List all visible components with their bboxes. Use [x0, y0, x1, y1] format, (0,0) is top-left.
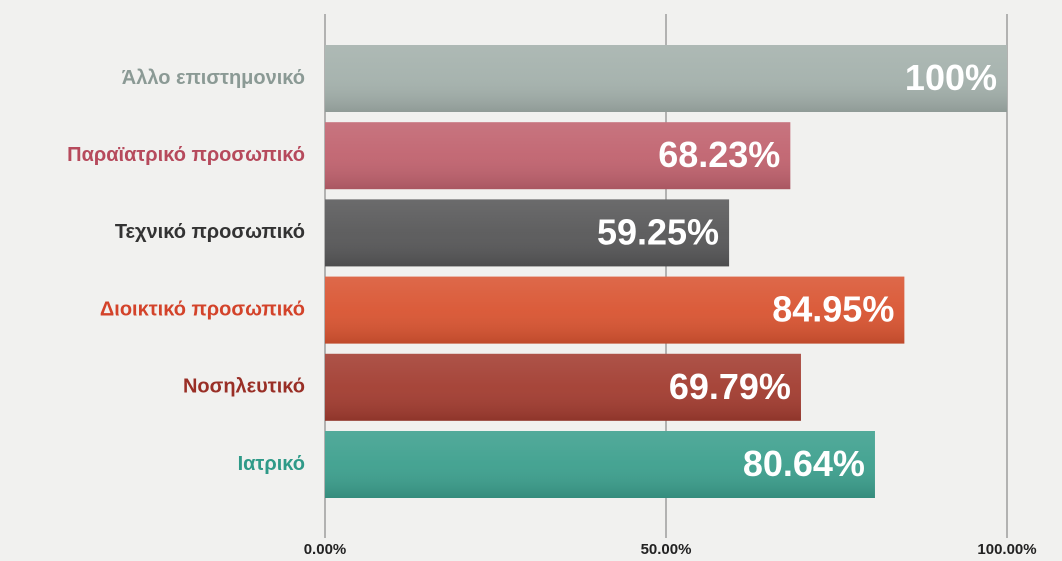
value-label: 59.25% — [597, 211, 719, 252]
value-label: 68.23% — [658, 134, 780, 175]
category-label: Νοσηλευτικό — [183, 376, 305, 398]
category-label: Ιατρικό — [238, 453, 305, 475]
x-tick-label: 0.00% — [304, 541, 347, 558]
value-label: 100% — [905, 57, 997, 98]
bar-shading — [325, 122, 791, 190]
category-label: Διοικτικό προσωπικό — [100, 298, 305, 320]
bar-shading — [325, 45, 1007, 112]
category-label: Άλλο επιστημονικό — [122, 67, 305, 89]
x-tick-label: 100.00% — [977, 541, 1036, 558]
category-label: Παραϊατρικό προσωπικό — [67, 144, 305, 166]
bar-shading — [325, 276, 905, 344]
x-tick-label: 50.00% — [641, 541, 692, 558]
value-label: 84.95% — [772, 289, 894, 330]
bar-shading — [325, 353, 801, 421]
bar-shading — [325, 431, 875, 498]
bar-shading — [325, 199, 730, 267]
category-label: Τεχνικό προσωπικό — [115, 221, 305, 243]
value-label: 69.79% — [669, 366, 791, 407]
value-label: 80.64% — [743, 443, 865, 484]
